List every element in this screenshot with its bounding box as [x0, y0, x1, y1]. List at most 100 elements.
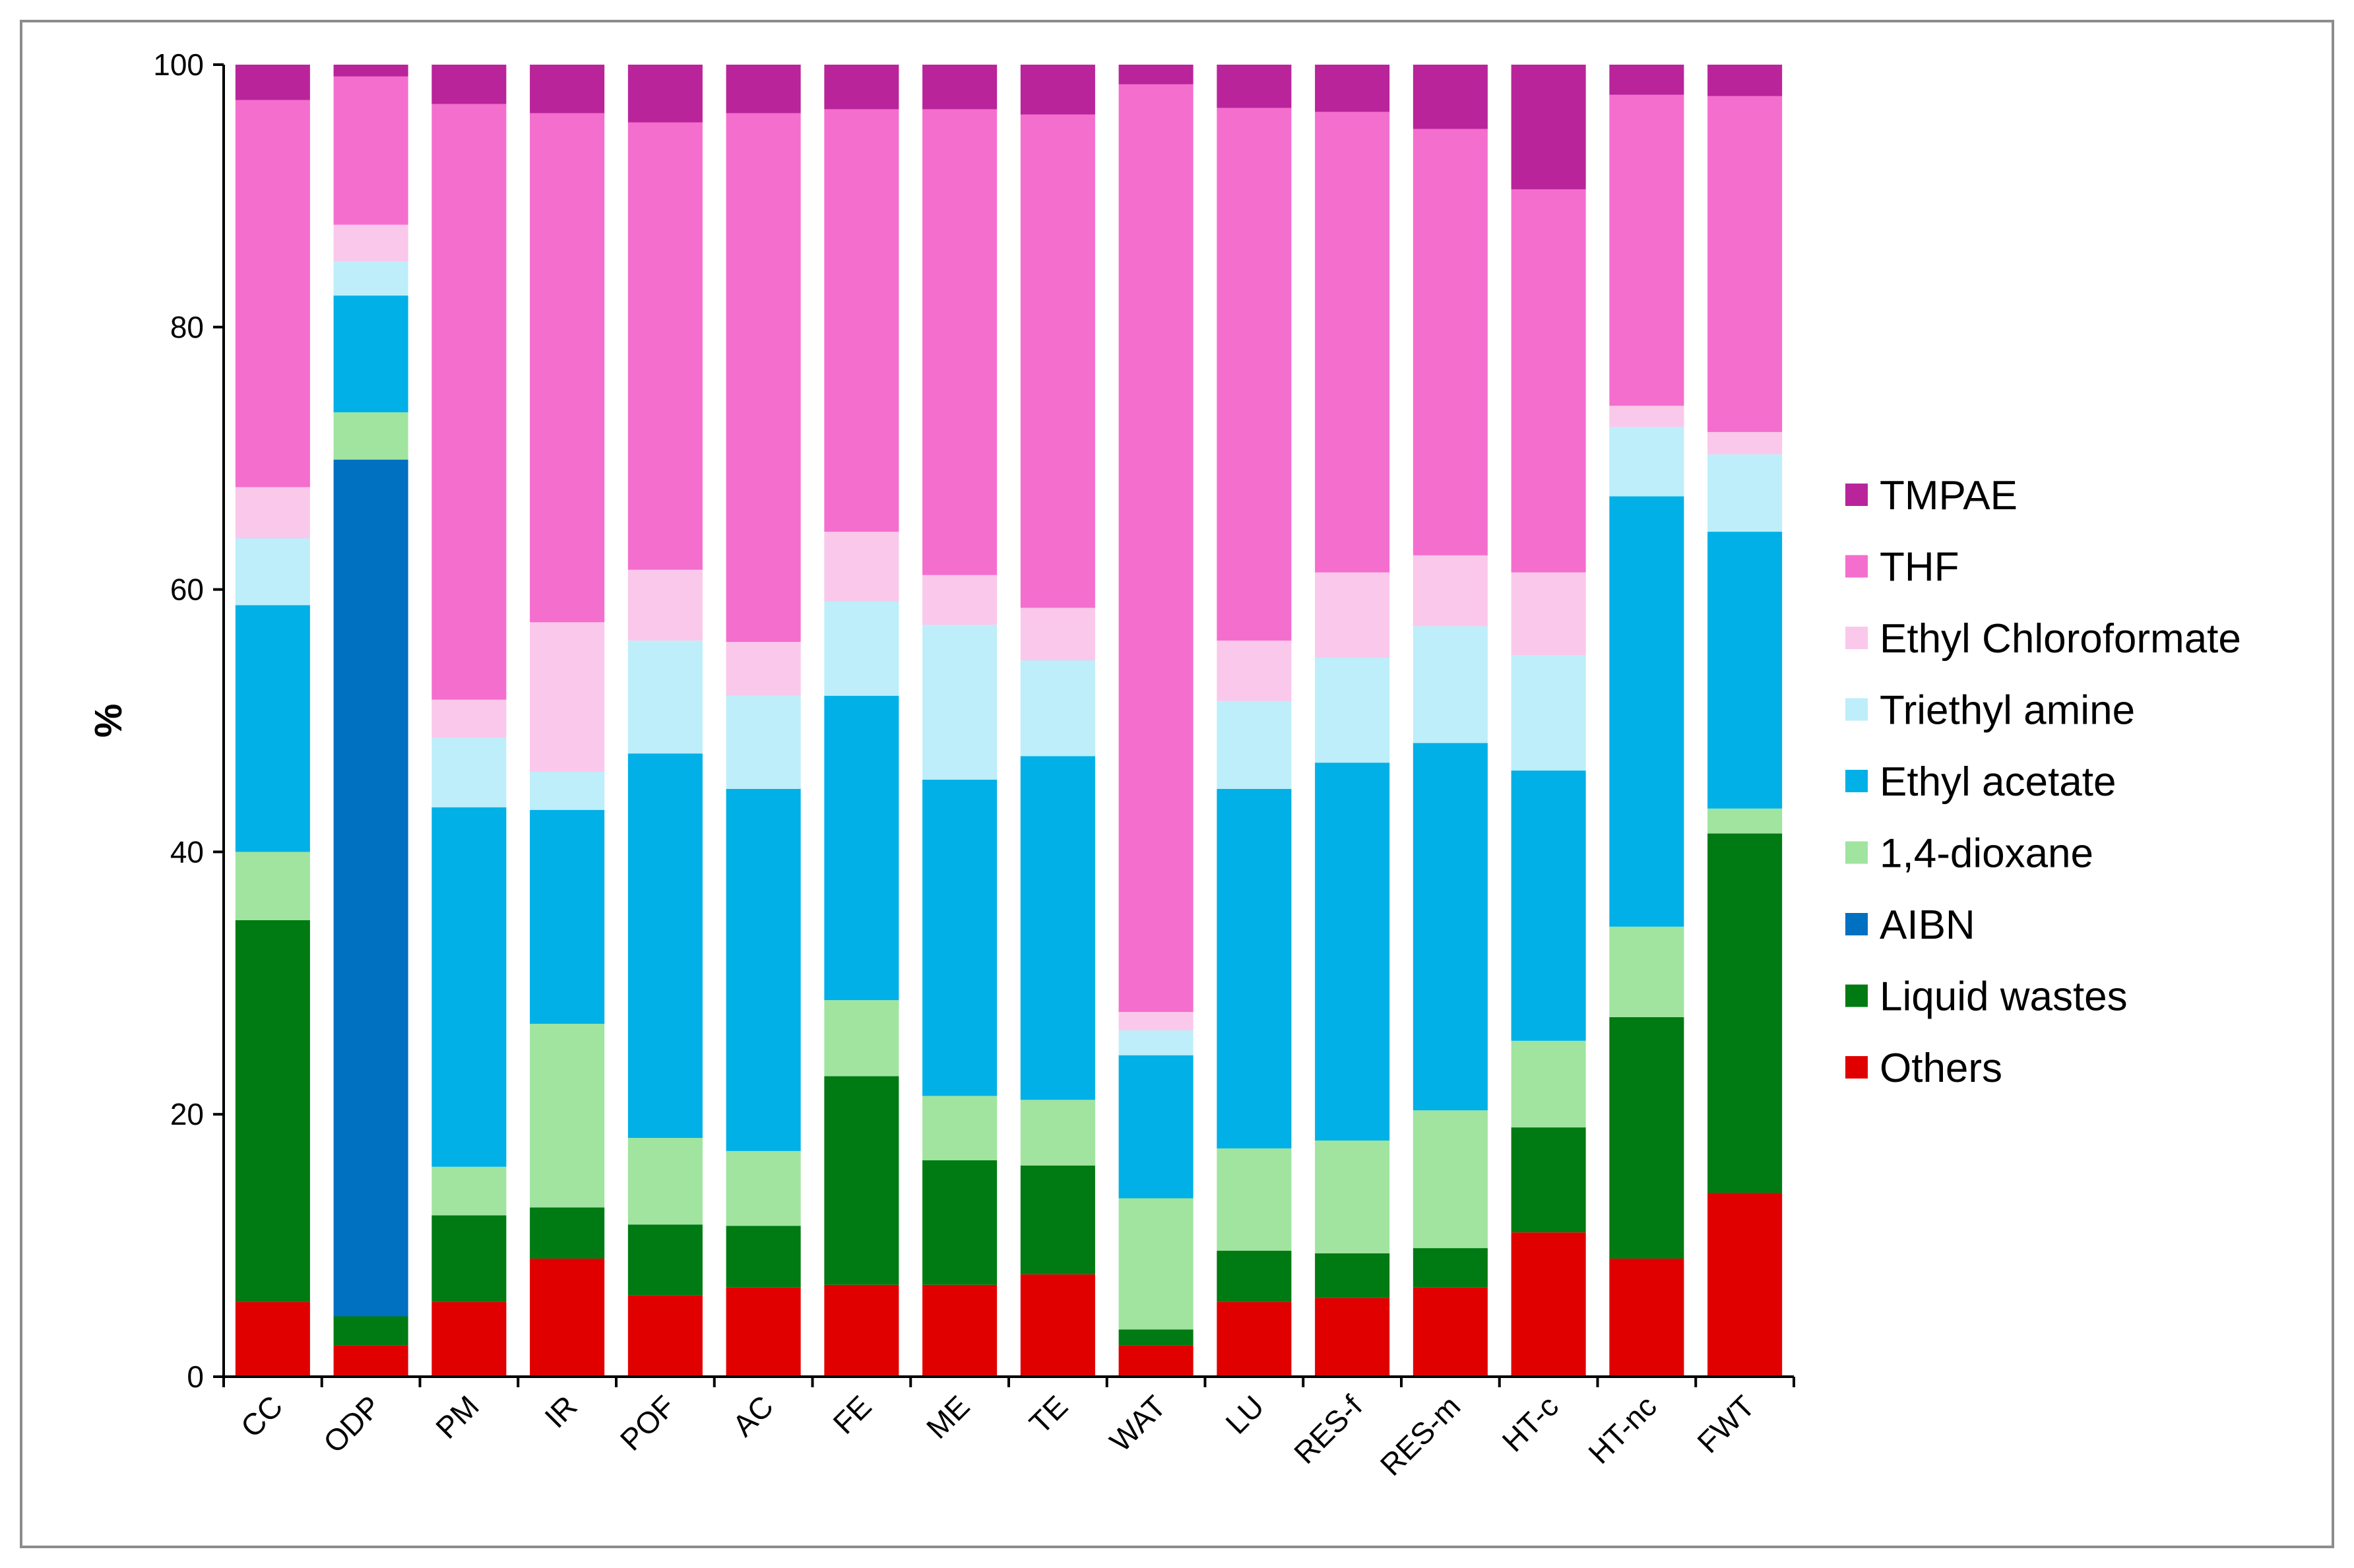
- x-tick-label-odp: ODP: [317, 1389, 387, 1459]
- bar-te-1-4-dioxane: [1020, 1100, 1095, 1166]
- bar-lu-tmpae: [1217, 65, 1292, 108]
- legend-label-thf: THF: [1880, 545, 1959, 590]
- chart-frame: 0 20 40 60 80 100 CC ODP PM IR POF AC FE ME TE WAT LU RES…: [20, 20, 2334, 1548]
- bar-ir-ethyl-acetate: [530, 809, 605, 1024]
- bar-odp-others: [333, 1345, 408, 1377]
- bar-ht-c-others: [1511, 1232, 1586, 1377]
- bar-ir-others: [530, 1258, 605, 1377]
- x-tick-label-wat: WAT: [1103, 1389, 1172, 1458]
- bar-ht-c-tmpae: [1511, 65, 1586, 189]
- bar-fwt-tmpae: [1707, 65, 1783, 96]
- bar-fe-1-4-dioxane: [824, 1000, 899, 1077]
- x-tick-label-res-m: RES-m: [1374, 1389, 1467, 1482]
- bar-me-liquid-wastes: [922, 1160, 998, 1285]
- x-tick-label-ht-nc: HT-nc: [1581, 1389, 1663, 1470]
- x-tick-label-pm: PM: [429, 1389, 486, 1445]
- bar-ht-nc-triethyl-amine: [1609, 426, 1684, 497]
- bar-me-thf: [922, 109, 998, 575]
- bar-ht-nc-others: [1609, 1258, 1684, 1377]
- bar-te-ethyl-acetate: [1020, 756, 1095, 1100]
- legend-label-tmpae: TMPAE: [1880, 473, 2018, 518]
- bar-ac-ethyl-acetate: [726, 788, 801, 1151]
- bar-lu-thf: [1217, 108, 1292, 641]
- bar-ac-tmpae: [726, 65, 801, 113]
- bar-lu-ethyl-chloroformate: [1217, 641, 1292, 701]
- bar-wat-tmpae: [1118, 65, 1193, 84]
- bar-pm-others: [431, 1301, 507, 1377]
- legend-swatch-1-4-dioxane: [1845, 841, 1868, 864]
- bar-odp-thf: [333, 76, 408, 225]
- bar-pm-triethyl-amine: [431, 737, 507, 807]
- bar-ht-c-triethyl-amine: [1511, 655, 1586, 771]
- bar-te-tmpae: [1020, 65, 1095, 115]
- bar-odp-ethyl-chloroformate: [333, 224, 408, 262]
- bar-res-m-tmpae: [1413, 65, 1488, 129]
- bar-ht-nc-1-4-dioxane: [1609, 926, 1684, 1018]
- legend-item-1-4-dioxane: 1,4-dioxane: [1845, 831, 2093, 877]
- bar-wat-ethyl-chloroformate: [1118, 1012, 1193, 1030]
- y-axis-title: %: [87, 704, 130, 738]
- bar-res-f-liquid-wastes: [1315, 1253, 1390, 1298]
- bar-me-ethyl-chloroformate: [922, 575, 998, 625]
- bar-fe-tmpae: [824, 65, 899, 110]
- legend-item-others: Others: [1845, 1046, 2002, 1091]
- x-tick-label-ir: IR: [538, 1389, 583, 1434]
- x-tick-label-res-f: RES-f: [1287, 1389, 1369, 1470]
- bar-res-f-tmpae: [1315, 65, 1390, 112]
- bar-pof-thf: [627, 122, 703, 570]
- bar-fe-thf: [824, 109, 899, 532]
- bar-ht-nc-thf: [1609, 94, 1684, 406]
- bar-res-m-liquid-wastes: [1413, 1248, 1488, 1288]
- bar-fwt-ethyl-acetate: [1707, 532, 1783, 809]
- y-tick-label-100: 100: [153, 47, 204, 82]
- bar-fe-triethyl-amine: [824, 601, 899, 696]
- bar-ht-c-1-4-dioxane: [1511, 1040, 1586, 1128]
- bar-fwt-1-4-dioxane: [1707, 808, 1783, 834]
- bar-cc-1-4-dioxane: [235, 852, 310, 920]
- bar-ac-others: [726, 1287, 801, 1377]
- bar-res-f-others: [1315, 1298, 1390, 1377]
- bar-lu-ethyl-acetate: [1217, 788, 1292, 1148]
- bar-pm-ethyl-acetate: [431, 807, 507, 1167]
- bar-te-liquid-wastes: [1020, 1165, 1095, 1274]
- bar-ac-liquid-wastes: [726, 1226, 801, 1288]
- bar-ht-nc-ethyl-acetate: [1609, 496, 1684, 927]
- bar-cc-others: [235, 1301, 310, 1377]
- bar-lu-triethyl-amine: [1217, 701, 1292, 789]
- bar-ht-c-thf: [1511, 189, 1586, 573]
- y-tick-label-20: 20: [170, 1097, 204, 1131]
- bar-res-m-ethyl-chloroformate: [1413, 555, 1488, 627]
- bar-res-f-triethyl-amine: [1315, 658, 1390, 763]
- bar-me-others: [922, 1284, 998, 1377]
- bar-pof-tmpae: [627, 65, 703, 123]
- x-tick-label-cc: CC: [234, 1389, 290, 1444]
- legend-label-1-4-dioxane: 1,4-dioxane: [1880, 831, 2093, 877]
- bar-ir-thf: [530, 113, 605, 623]
- legend-item-ethyl-acetate: Ethyl acetate: [1845, 759, 2116, 805]
- bars-layer: [235, 65, 1783, 1377]
- x-tick-label-fwt: FWT: [1690, 1389, 1761, 1459]
- bar-ac-1-4-dioxane: [726, 1150, 801, 1226]
- bar-cc-triethyl-amine: [235, 538, 310, 606]
- x-tick-label-ht-c: HT-c: [1496, 1389, 1565, 1458]
- legend-item-aibn: AIBN: [1845, 902, 1975, 948]
- bar-pof-liquid-wastes: [627, 1224, 703, 1296]
- bar-ac-triethyl-amine: [726, 695, 801, 789]
- bar-ir-liquid-wastes: [530, 1207, 605, 1259]
- bar-wat-others: [1118, 1345, 1193, 1377]
- bar-ir-1-4-dioxane: [530, 1023, 605, 1208]
- bar-ht-c-liquid-wastes: [1511, 1127, 1586, 1233]
- y-tick-label-0: 0: [187, 1360, 204, 1394]
- legend-label-ethyl-acetate: Ethyl acetate: [1880, 759, 2116, 805]
- legend-label-ethyl-chloroformate: Ethyl Chloroformate: [1880, 616, 2241, 662]
- bar-res-m-1-4-dioxane: [1413, 1110, 1488, 1249]
- stacked-bar-chart: 0 20 40 60 80 100 CC ODP PM IR POF AC FE ME TE WAT LU RES…: [87, 47, 2241, 1482]
- bar-ht-nc-ethyl-chloroformate: [1609, 406, 1684, 427]
- bar-odp-1-4-dioxane: [333, 412, 408, 460]
- bar-pm-1-4-dioxane: [431, 1166, 507, 1216]
- bar-te-thf: [1020, 114, 1095, 608]
- legend-item-triethyl-amine: Triethyl amine: [1845, 688, 2135, 734]
- bar-pm-tmpae: [431, 65, 507, 104]
- bar-cc-ethyl-acetate: [235, 605, 310, 852]
- bar-ht-nc-tmpae: [1609, 65, 1684, 95]
